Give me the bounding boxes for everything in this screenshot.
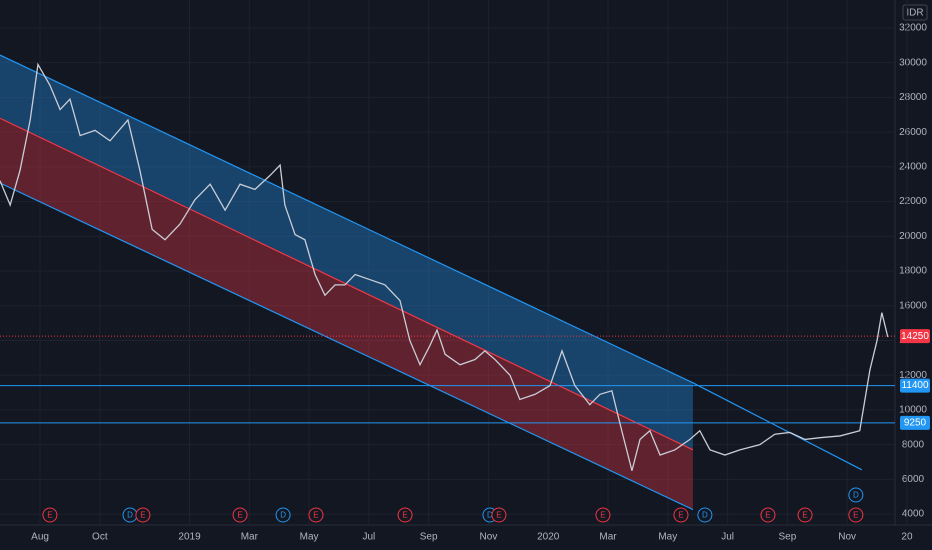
channel-extension xyxy=(692,382,863,471)
event-label: E xyxy=(140,511,145,520)
x-tick-label: Sep xyxy=(778,532,796,543)
event-label: E xyxy=(313,511,318,520)
y-tick-label: 22000 xyxy=(899,196,927,207)
x-tick-label: Aug xyxy=(31,532,49,543)
currency-box xyxy=(902,4,928,21)
last-price-label: 14250 xyxy=(901,331,929,342)
y-tick-label: 30000 xyxy=(899,57,927,68)
y-tick-label: 6000 xyxy=(902,474,925,485)
event-label: E xyxy=(47,511,52,520)
x-tick-label: Jul xyxy=(362,532,375,543)
y-tick-label: 4000 xyxy=(902,509,925,520)
level-label-bg xyxy=(900,378,930,393)
level-label-bg xyxy=(900,415,930,430)
event-marker xyxy=(673,507,689,523)
event-label: E xyxy=(765,511,770,520)
price-line xyxy=(0,62,889,471)
y-tick-label: 8000 xyxy=(902,439,925,450)
event-label: E xyxy=(853,511,858,520)
y-tick-label: 12000 xyxy=(899,370,927,381)
x-tick-label: 20 xyxy=(901,532,913,543)
x-tick-label: May xyxy=(658,532,677,543)
y-tick-label: 16000 xyxy=(899,300,927,311)
y-tick-label: 32000 xyxy=(899,23,927,34)
y-tick-label: 24000 xyxy=(899,161,927,172)
event-marker xyxy=(275,507,291,523)
event-marker xyxy=(697,507,713,523)
event-label: E xyxy=(802,511,807,520)
y-tick-label: 10000 xyxy=(899,405,927,416)
y-tick-label: 20000 xyxy=(899,231,927,242)
x-tick-label: Sep xyxy=(420,532,438,543)
x-tick-label: Nov xyxy=(838,532,856,543)
channel-upper-fill xyxy=(0,55,693,450)
currency: IDR xyxy=(906,8,923,19)
y-tick-label: 28000 xyxy=(899,92,927,103)
event-marker xyxy=(848,487,864,503)
event-marker xyxy=(797,507,813,523)
x-tick-label: Mar xyxy=(241,532,259,543)
event-label: D xyxy=(487,511,493,520)
y-tick-label: 26000 xyxy=(899,127,927,138)
event-marker xyxy=(848,507,864,523)
event-marker xyxy=(760,507,776,523)
x-tick-label: Oct xyxy=(92,532,108,543)
event-marker xyxy=(135,507,151,523)
level-label: 11400 xyxy=(901,380,929,391)
event-marker xyxy=(42,507,58,523)
channel-lower-fill xyxy=(0,118,693,510)
event-label: D xyxy=(853,491,859,500)
event-label: E xyxy=(678,511,683,520)
y-tick-label: 18000 xyxy=(899,266,927,277)
event-marker xyxy=(595,507,611,523)
event-label: E xyxy=(600,511,605,520)
event-label: E xyxy=(496,511,501,520)
x-tick-label: 2020 xyxy=(537,532,560,543)
x-tick-label: Jul xyxy=(721,532,734,543)
x-tick-label: May xyxy=(300,532,319,543)
event-marker xyxy=(491,507,507,523)
event-label: E xyxy=(237,511,242,520)
event-label: D xyxy=(280,511,286,520)
event-marker xyxy=(232,507,248,523)
level-label: 9250 xyxy=(904,418,927,429)
event-label: D xyxy=(127,511,133,520)
channel-upper xyxy=(0,54,694,384)
channel-lower xyxy=(0,182,694,511)
event-marker xyxy=(308,507,324,523)
x-tick-label: Nov xyxy=(480,532,498,543)
last-price-bg xyxy=(900,329,930,344)
event-marker xyxy=(397,507,413,523)
x-tick-label: 2019 xyxy=(178,532,201,543)
x-tick-label: Mar xyxy=(599,532,617,543)
event-label: D xyxy=(702,511,708,520)
event-label: E xyxy=(402,511,407,520)
